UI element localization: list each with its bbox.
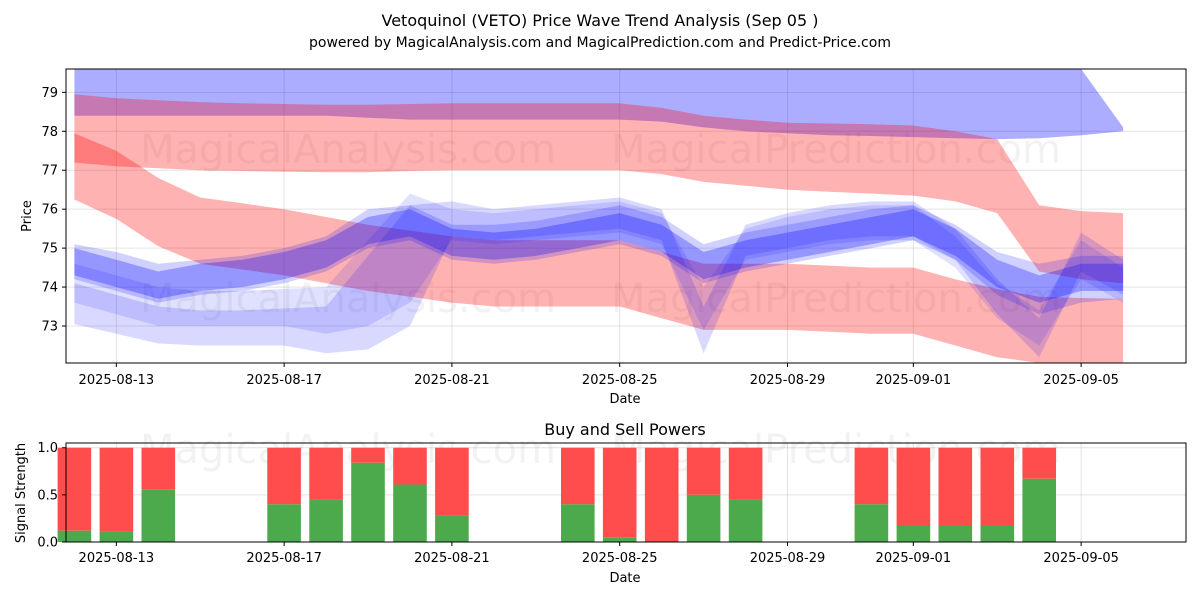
- buy-power-bar: [435, 515, 469, 542]
- buy-power-bar: [938, 526, 973, 542]
- sell-power-bar: [141, 447, 176, 490]
- sell-power-bar: [99, 447, 134, 532]
- power-panel: MagicalAnalysis.com MagicalPrediction.co…: [14, 427, 1187, 586]
- buy-power-bar: [1022, 478, 1056, 542]
- buy-power-bar: [686, 494, 721, 542]
- buy-power-bar: [728, 499, 763, 542]
- price-x-ticks: 2025-08-13 2025-08-17 2025-08-21 2025-08-25…: [79, 363, 1119, 388]
- price-plot-area: [66, 69, 1186, 363]
- power-y-tick-label: 1.0: [37, 441, 58, 456]
- sell-power-bar: [644, 447, 679, 542]
- price-band-red-upper: [74, 94, 1124, 284]
- price-y-tick-label: 74: [41, 281, 58, 296]
- power-x-tick-label: 2025-08-29: [750, 551, 826, 566]
- buy-power-bar: [57, 530, 92, 542]
- price-x-tick-label: 2025-08-17: [246, 373, 322, 388]
- sell-power-bar: [854, 447, 889, 505]
- power-x-axis-label: Date: [609, 571, 640, 586]
- buy-power-bar: [351, 462, 385, 542]
- sell-power-bar: [393, 447, 427, 485]
- sell-power-bar: [57, 447, 92, 531]
- sell-power-bar: [938, 447, 973, 526]
- power-x-tick-label: 2025-08-25: [582, 551, 658, 566]
- watermark-analysis-top: MagicalAnalysis.com: [140, 127, 556, 173]
- price-x-tick-label: 2025-08-21: [414, 373, 490, 388]
- price-y-axis-label: Price: [20, 200, 35, 232]
- power-y-tick-label: 0.0: [37, 536, 58, 551]
- price-band-blue-dip: [74, 197, 1124, 358]
- sell-power-bar: [435, 447, 469, 516]
- watermark-analysis-bottom: MagicalAnalysis.com: [140, 427, 556, 473]
- price-y-ticks: 73 74 75 76 77 78 79: [41, 86, 66, 335]
- buy-power-bar: [561, 504, 595, 542]
- price-watermarks: MagicalAnalysis.com MagicalPrediction.co…: [140, 127, 1061, 322]
- price-band-blue-band-2: [74, 205, 1124, 315]
- sell-power-bar: [351, 447, 385, 463]
- price-grid: [66, 69, 1186, 363]
- price-x-tick-label: 2025-09-05: [1043, 373, 1119, 388]
- chart-subtitle: powered by MagicalAnalysis.com and Magic…: [309, 35, 891, 51]
- buy-power-bar: [854, 504, 889, 542]
- power-y-tick-label: 0.5: [37, 488, 58, 503]
- buy-power-bar: [267, 504, 301, 542]
- buy-power-bar: [99, 531, 134, 542]
- sell-power-bar: [896, 447, 931, 526]
- watermark-analysis-mid: MagicalAnalysis.com: [140, 276, 556, 322]
- power-x-tick-label: 2025-08-13: [79, 551, 155, 566]
- price-y-tick-label: 78: [41, 125, 58, 140]
- buy-power-bar: [393, 484, 427, 542]
- power-x-tick-label: 2025-08-17: [246, 551, 322, 566]
- price-band-blue-dip-2: [74, 193, 1124, 346]
- buy-power-bar: [309, 499, 343, 542]
- price-y-tick-label: 77: [41, 164, 58, 179]
- price-band-blue-band-1: [74, 209, 1124, 303]
- power-axes-frame: [65, 442, 1187, 543]
- watermark-prediction-top: MagicalPrediction.com: [611, 127, 1061, 173]
- sell-power-bar: [728, 447, 763, 500]
- price-panel: MagicalAnalysis.com MagicalPrediction.co…: [20, 68, 1187, 407]
- price-x-tick-label: 2025-09-01: [876, 373, 952, 388]
- sell-power-bar: [686, 447, 721, 495]
- sell-power-bar: [602, 447, 637, 538]
- price-y-tick-label: 75: [41, 242, 58, 257]
- price-x-axis-label: Date: [609, 392, 640, 407]
- sell-power-bar: [267, 447, 301, 505]
- power-x-tick-label: 2025-09-05: [1043, 551, 1119, 566]
- power-y-ticks: 0.0 0.5 1.0: [37, 441, 66, 551]
- sell-power-bar: [309, 447, 343, 500]
- price-band-red-middle: [74, 133, 1124, 363]
- buy-power-bar: [141, 489, 176, 542]
- chart-title: Vetoquinol (VETO) Price Wave Trend Analy…: [382, 11, 819, 30]
- sell-power-bar: [1022, 447, 1056, 479]
- price-x-tick-label: 2025-08-13: [79, 373, 155, 388]
- price-bands: [74, 69, 1124, 363]
- power-x-tick-label: 2025-08-21: [414, 551, 490, 566]
- power-x-ticks: 2025-08-13 2025-08-17 2025-08-21 2025-08-25…: [79, 542, 1119, 566]
- price-band-blue-upper: [74, 69, 1124, 140]
- price-x-tick-label: 2025-08-29: [750, 373, 826, 388]
- power-chart-title: Buy and Sell Powers: [544, 420, 706, 439]
- price-x-tick-label: 2025-08-25: [582, 373, 658, 388]
- buy-power-bar: [896, 526, 931, 542]
- power-bars: [57, 447, 1056, 542]
- buy-power-bar: [602, 537, 637, 542]
- price-y-tick-label: 73: [41, 320, 58, 335]
- watermark-prediction-mid: MagicalPrediction.com: [611, 276, 1061, 322]
- buy-power-bar: [980, 526, 1015, 542]
- sell-power-bar: [980, 447, 1015, 526]
- price-axes-frame: [65, 68, 1187, 364]
- price-y-tick-label: 76: [41, 203, 58, 218]
- price-y-tick-label: 79: [41, 86, 58, 101]
- power-y-axis-label: Signal Strength: [14, 443, 29, 543]
- power-x-tick-label: 2025-09-01: [876, 551, 952, 566]
- sell-power-bar: [561, 447, 595, 505]
